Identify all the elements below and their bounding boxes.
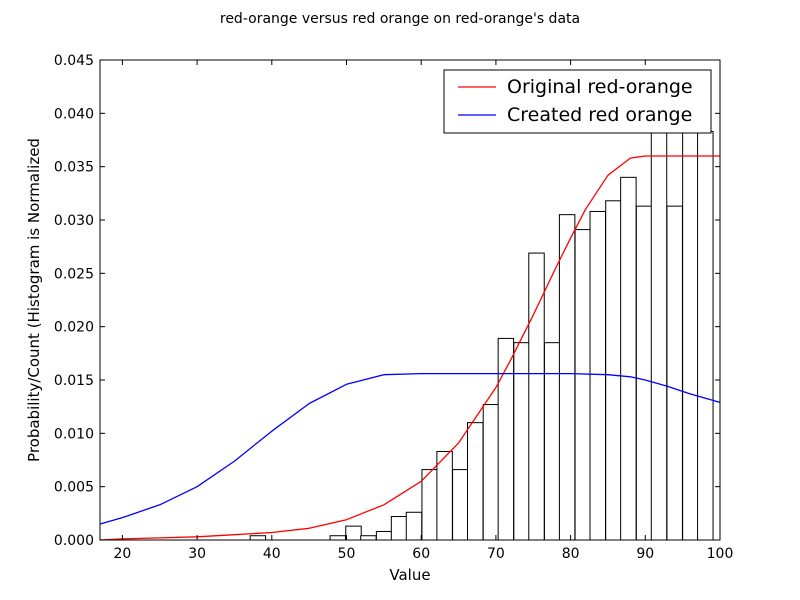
histogram-bar (467, 422, 484, 541)
histogram-bar (360, 535, 377, 541)
x-tick-label: 30 (188, 546, 206, 562)
y-tick-label: 0.000 (54, 533, 94, 549)
histogram-bar (482, 404, 500, 541)
y-tick-label: 0.030 (54, 213, 94, 229)
x-tick-label: 40 (263, 546, 281, 562)
histogram-bar (650, 130, 668, 541)
histogram-bar (436, 450, 453, 541)
y-tick-label: 0.025 (54, 266, 94, 282)
x-tick-label: 20 (113, 546, 131, 562)
histogram-bar (543, 342, 561, 541)
histogram-bar (345, 525, 362, 541)
histogram-bars (249, 130, 714, 541)
histogram-bar (605, 200, 622, 541)
legend: Original red-orange Created red orange (443, 69, 712, 134)
x-tick-label: 80 (562, 546, 580, 562)
histogram-bar (574, 229, 592, 541)
legend-box (443, 69, 712, 134)
histogram-bar (405, 511, 423, 541)
plot-frame (99, 59, 721, 541)
x-axis-label: Value (389, 566, 430, 584)
chart-title: red-orange versus red orange on red-oran… (220, 11, 580, 27)
histogram-bar (666, 205, 683, 541)
x-tick-label: 50 (338, 546, 356, 562)
histogram-bar (558, 214, 576, 541)
histogram-bar (452, 469, 469, 541)
x-tick-label: 100 (707, 546, 734, 562)
y-axis-ticks: 0.000 0.005 0.010 0.015 0.020 0.025 0.030 0.035… (54, 53, 720, 549)
series-lines (99, 155, 721, 541)
legend-label-created: Created red orange (507, 104, 692, 126)
histogram-bar (421, 469, 438, 541)
x-tick-label: 70 (487, 546, 505, 562)
histogram-bar (635, 205, 653, 541)
histogram-bar (589, 210, 606, 541)
series-line-original (99, 155, 720, 541)
y-tick-label: 0.040 (54, 106, 94, 122)
y-axis-label: Probability/Count (Histogram is Normaliz… (25, 138, 43, 462)
y-tick-label: 0.015 (54, 373, 94, 389)
x-tick-label: 90 (636, 546, 654, 562)
x-axis-ticks: 20 30 40 50 60 70 80 90 100 (113, 60, 733, 562)
y-tick-label: 0.045 (54, 53, 94, 69)
series-line-created (99, 372, 721, 525)
histogram-bar (513, 342, 530, 541)
histogram-bar (329, 535, 347, 541)
y-tick-label: 0.035 (54, 160, 94, 176)
histogram-bar (249, 535, 267, 541)
histogram-bar (697, 130, 714, 541)
histogram-bar (682, 130, 699, 541)
histogram-bar (620, 176, 637, 541)
x-tick-label: 60 (412, 546, 430, 562)
histogram-bar (390, 516, 408, 541)
histogram-bar (375, 530, 393, 541)
y-tick-label: 0.020 (54, 320, 94, 336)
legend-label-original: Original red-orange (507, 76, 693, 98)
y-tick-label: 0.005 (54, 480, 94, 496)
y-tick-label: 0.010 (54, 426, 94, 442)
